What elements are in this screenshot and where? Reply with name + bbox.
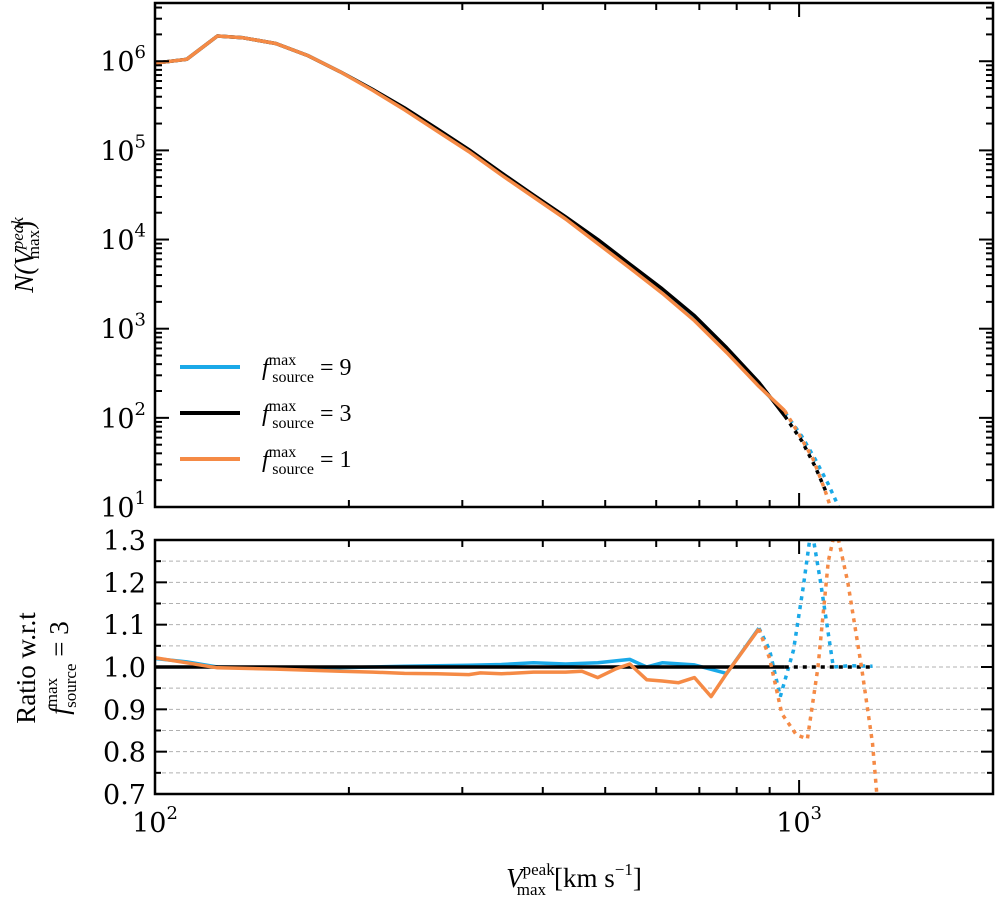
counts-line-f1: [155, 34, 786, 413]
ratio-y-tick-label: 0.7: [103, 780, 146, 811]
x-tick-label: 102: [132, 803, 178, 839]
ratio-series-group: [155, 540, 879, 794]
legend: fmax source = 9 fmax source = 3 fmax source…: [180, 352, 352, 478]
x-axis-title: Vpeak max [km s−1]: [506, 860, 642, 899]
counts-line-f9: [155, 34, 787, 414]
x-tick-labels: 102 103: [132, 803, 822, 839]
ratio-line-dotted-f1: [757, 540, 879, 794]
counts-line-f3: [155, 34, 787, 418]
ratio-y-tick-labels: 0.7 0.8 0.9 1.0 1.1 1.2 1.3: [103, 526, 146, 811]
ratio-y-axis-title-line1: Ratio w.r.t: [11, 612, 41, 724]
counts-y-tick-label: 102: [100, 399, 146, 435]
ratio-line-f1: [155, 627, 761, 699]
ratio-line-dotted-f9: [757, 540, 873, 698]
counts-y-tick-label: 101: [100, 488, 146, 524]
counts-line-dotted-f1: [783, 409, 833, 507]
counts-line-dotted-f3: [783, 415, 828, 492]
legend-label-f9: fmax source = 9: [262, 352, 352, 386]
counts-y-tick-labels: 101 102 103 104 105 106: [100, 42, 146, 524]
legend-label-f3: fmax source = 3: [262, 398, 352, 432]
legend-label-f1: fmax source = 1: [262, 444, 352, 478]
ratio-y-tick-label: 0.8: [103, 738, 146, 769]
ratio-y-tick-label: 1.3: [103, 526, 146, 557]
ratio-y-tick-label: 0.9: [103, 695, 146, 726]
counts-axes-frame: [153, 1, 995, 509]
counts-y-tick-label: 105: [100, 131, 146, 167]
x-tick-label: 103: [776, 803, 822, 839]
counts-y-tick-label: 106: [100, 42, 146, 78]
ratio-y-axis-title-line2: fmaxsource = 3: [42, 621, 80, 714]
ratio-y-tick-label: 1.0: [103, 653, 146, 684]
ratio-y-tick-label: 1.2: [103, 568, 146, 599]
ratio-y-tick-label: 1.1: [103, 611, 146, 642]
axis-ticks: [154, 3, 994, 795]
counts-series-group: [155, 34, 841, 507]
counts-y-tick-label: 104: [100, 221, 146, 257]
counts-y-tick-label: 103: [100, 310, 146, 346]
counts-y-axis-title: N(Vpeakmax): [8, 217, 43, 294]
